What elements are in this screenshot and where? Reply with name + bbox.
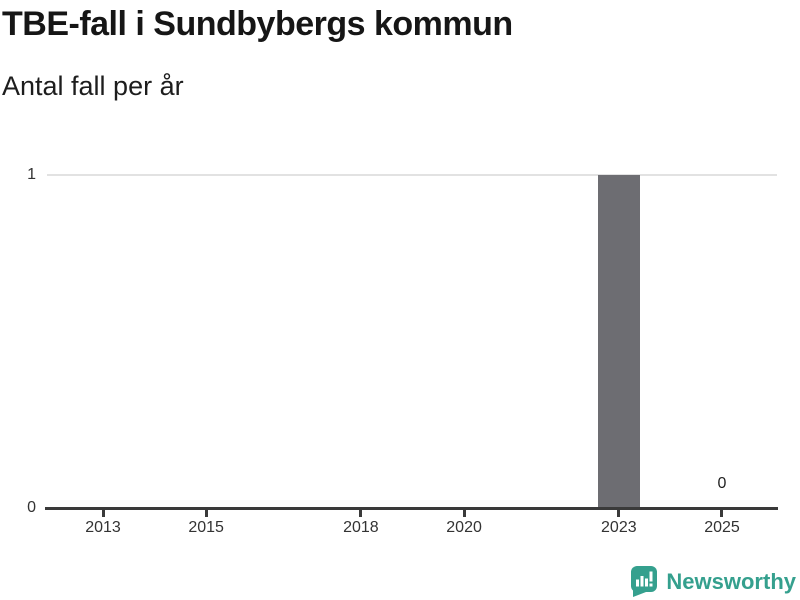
- x-axis-tick-label: 2013: [85, 519, 121, 536]
- chart-subtitle: Antal fall per år: [2, 71, 184, 101]
- y-axis-tick-label: 1: [27, 166, 36, 183]
- newsworthy-logo-icon: [631, 566, 658, 597]
- x-axis-tick-label: 2025: [704, 519, 740, 536]
- chart-title: TBE-fall i Sundbybergs kommun: [2, 5, 513, 43]
- x-axis-tick-2020: [462, 509, 466, 517]
- gridline-y1: [47, 174, 777, 176]
- x-axis-tick-label: 2023: [601, 519, 637, 536]
- x-axis-tick-label: 2018: [343, 519, 379, 536]
- x-axis-line: [45, 506, 778, 510]
- bar-2023: [597, 175, 640, 508]
- x-axis-tick-2023: [617, 509, 621, 517]
- brand-footer: Newsworthy: [631, 566, 796, 597]
- x-axis-tick-2013: [101, 509, 105, 517]
- y-axis-tick-label: 0: [27, 499, 36, 516]
- x-axis-tick-2015: [204, 509, 208, 517]
- x-axis-tick-2018: [359, 509, 363, 517]
- data-label-2025: 0: [717, 475, 727, 492]
- x-axis-tick-label: 2020: [446, 519, 482, 536]
- x-axis-tick-2025: [720, 509, 724, 517]
- brand-name: Newsworthy: [666, 569, 796, 594]
- x-axis-tick-label: 2015: [188, 519, 224, 536]
